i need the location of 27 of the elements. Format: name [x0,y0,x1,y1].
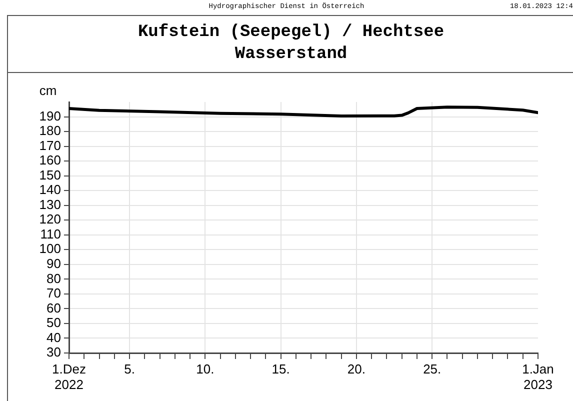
y-tick-label: 110 [40,226,61,242]
y-tick-label: 120 [39,212,61,227]
y-tick-label: 80 [46,270,61,286]
y-tick-label: 140 [39,182,61,198]
y-tick-label: 130 [39,196,61,212]
chart-subtitle: Wasserstand [234,44,348,66]
y-tick-label: 30 [46,344,61,360]
x-tick-label: 10. [196,361,214,376]
y-tick-label: 50 [46,315,61,330]
x-tick-label: 25. [423,361,442,376]
x-tick-label: 1.Dez 2022 [52,361,86,392]
y-axis-title: cm [39,83,57,98]
chart-title: Kufstein (Seepegel) / Hechtsee [136,22,446,44]
y-tick-label: 150 [39,167,61,182]
y-tick-label: 190 [39,108,61,124]
y-tick-label: 60 [46,300,61,316]
y-tick-label: 90 [46,256,61,271]
y-tick-label: 70 [46,286,61,301]
y-tick-label: 160 [39,152,61,168]
x-tick-label: 5. [124,361,135,376]
y-tick-label: 100 [39,241,61,256]
y-tick-label: 40 [46,330,61,345]
y-tick-label: 180 [39,123,61,138]
x-tick-label: 20. [347,361,366,376]
x-tick-label: 1.Jan 2023 [522,361,554,392]
x-tick-label: 15. [272,361,290,376]
y-tick-label: 170 [39,138,61,153]
